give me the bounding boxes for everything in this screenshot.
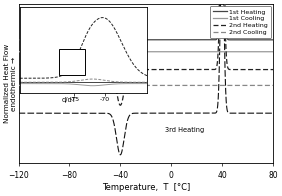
Text: 3rd Heating: 3rd Heating (165, 127, 204, 133)
Bar (59, 49, 85, 74)
Legend: 1st Heating, 1st Cooling, 2nd Heating, 2nd Cooling: 1st Heating, 1st Cooling, 2nd Heating, 2… (210, 6, 271, 38)
Y-axis label: Normalized Heat Flow
endothermic →: Normalized Heat Flow endothermic → (4, 44, 17, 123)
Text: d/dT: d/dT (62, 97, 77, 103)
X-axis label: Temperature,  T  [°C]: Temperature, T [°C] (102, 183, 190, 192)
